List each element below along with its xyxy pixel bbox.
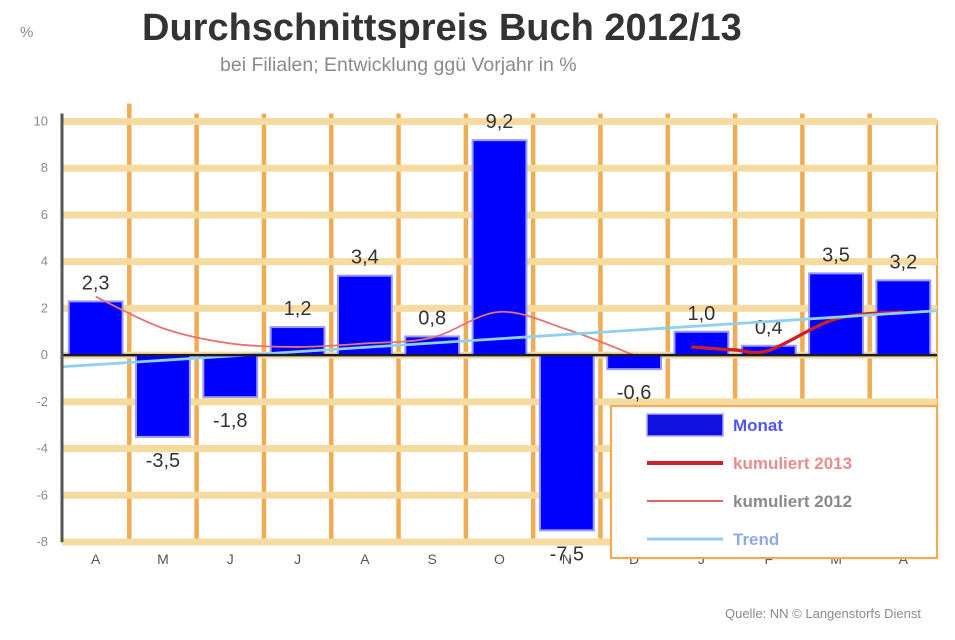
svg-text:10: 10 <box>34 114 48 129</box>
svg-text:Trend: Trend <box>733 530 779 549</box>
svg-text:0,8: 0,8 <box>418 307 446 329</box>
svg-text:1,2: 1,2 <box>284 298 312 320</box>
svg-text:3,2: 3,2 <box>889 251 917 273</box>
svg-text:-4: -4 <box>36 441 48 456</box>
svg-text:A: A <box>360 551 370 567</box>
svg-text:-0,6: -0,6 <box>617 382 651 404</box>
svg-text:-3,5: -3,5 <box>146 450 180 472</box>
svg-text:O: O <box>494 551 505 567</box>
svg-text:6: 6 <box>41 207 48 222</box>
svg-text:1,0: 1,0 <box>688 303 716 325</box>
svg-text:0: 0 <box>41 347 48 362</box>
svg-text:J: J <box>227 551 234 567</box>
svg-text:-2: -2 <box>36 394 48 409</box>
svg-text:bei Filialen; Entwicklung ggü: bei Filialen; Entwicklung ggü Vorjahr in… <box>220 54 577 76</box>
svg-text:S: S <box>428 551 437 567</box>
svg-text:kumuliert 2013: kumuliert 2013 <box>733 454 852 473</box>
svg-text:2: 2 <box>41 300 48 315</box>
svg-text:3,4: 3,4 <box>351 247 379 269</box>
svg-text:Monat: Monat <box>733 416 783 435</box>
svg-text:8: 8 <box>41 160 48 175</box>
svg-text:%: % <box>20 24 33 41</box>
svg-text:A: A <box>91 551 101 567</box>
svg-text:9,2: 9,2 <box>486 111 514 133</box>
svg-text:kumuliert 2012: kumuliert 2012 <box>733 492 852 511</box>
svg-text:Quelle: NN © Langenstorfs Dien: Quelle: NN © Langenstorfs Dienst <box>725 606 921 621</box>
svg-text:Durchschnittspreis Buch 2012/1: Durchschnittspreis Buch 2012/13 <box>142 7 742 49</box>
svg-text:3,5: 3,5 <box>822 244 850 266</box>
svg-text:2,3: 2,3 <box>82 272 110 294</box>
svg-text:4: 4 <box>41 254 48 269</box>
svg-text:J: J <box>294 551 301 567</box>
svg-text:-8: -8 <box>36 534 48 549</box>
svg-text:-6: -6 <box>36 487 48 502</box>
svg-text:M: M <box>157 551 169 567</box>
svg-text:-1,8: -1,8 <box>213 410 247 432</box>
svg-text:-7,5: -7,5 <box>550 543 584 565</box>
